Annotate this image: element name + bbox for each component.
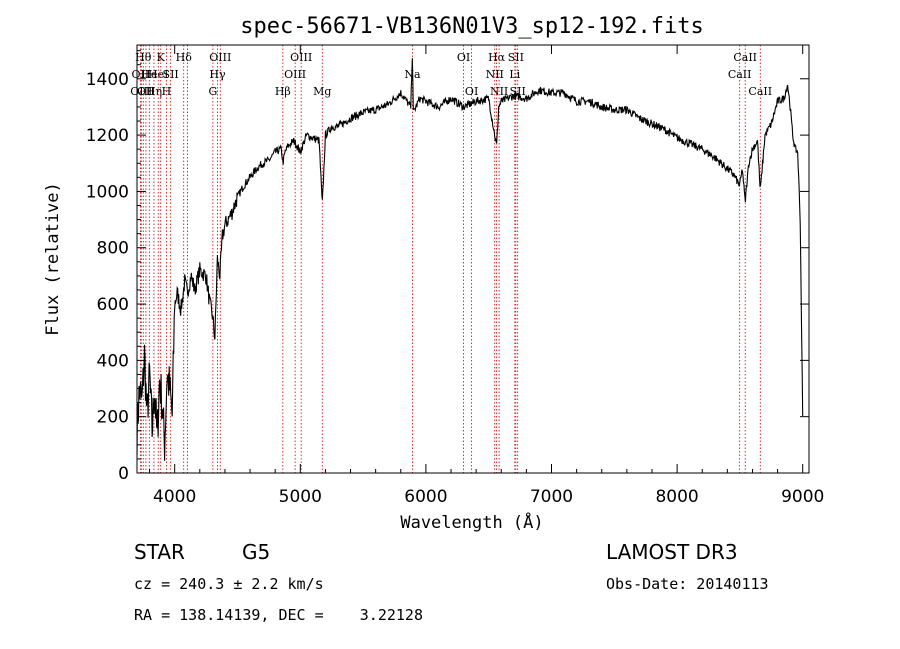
chart-title: spec-56671-VB136N01V3_sp12-192.fits (240, 14, 704, 39)
x-tick-label: 9000 (781, 487, 824, 507)
line-label: Li (509, 68, 520, 81)
x-axis-ticks: 4000 5000 6000 7000 8000 9000 (149, 45, 824, 507)
line-label: Hθ (135, 51, 152, 64)
ra-dec: RA = 138.14139, DEC = 3.22128 (134, 606, 423, 624)
line-label: OI (465, 85, 478, 98)
line-label: CaII (748, 85, 772, 98)
line-label: Hη (146, 85, 162, 98)
line-label: Hα (488, 51, 506, 64)
line-label: Hγ (209, 68, 226, 81)
y-axis-ticks: 0 200 400 600 800 1000 1200 1400 (86, 50, 809, 484)
line-label: SII (163, 68, 179, 81)
y-axis-label: Flux (relative) (43, 182, 63, 336)
y-tick-label: 600 (97, 295, 129, 315)
survey-name: LAMOST DR3 (606, 540, 738, 564)
line-label: Hβ (275, 85, 291, 98)
y-tick-label: 1400 (86, 70, 129, 90)
line-label: He (141, 68, 157, 81)
spectral-line-labels: OIIOIIIHθOIIHeHηHeIKHSIIHδGHγOIIIHβOIIIO… (130, 51, 772, 98)
observation-date: Obs-Date: 20140113 (606, 575, 769, 593)
x-tick-label: 8000 (655, 487, 698, 507)
redshift-cz: cz = 240.3 ± 2.2 km/s (134, 575, 324, 593)
object-subclass: G5 (242, 540, 270, 564)
x-tick-label: 4000 (153, 487, 196, 507)
line-label: OII (132, 68, 150, 81)
x-tick-label: 6000 (404, 487, 447, 507)
line-label: NII (490, 85, 508, 98)
y-tick-label: 800 (97, 239, 129, 259)
y-tick-label: 0 (118, 464, 129, 484)
line-label: OIII (284, 68, 306, 81)
y-tick-label: 1000 (86, 182, 129, 202)
spectral-line-markers (139, 45, 761, 473)
y-tick-label: 200 (97, 408, 129, 428)
line-label: Mg (313, 85, 331, 98)
line-label: CaII (733, 51, 757, 64)
object-class: STAR (134, 540, 185, 564)
line-label: K (157, 51, 166, 64)
spectrum-series-line (136, 58, 804, 461)
y-tick-label: 400 (97, 351, 129, 371)
x-tick-label: 5000 (279, 487, 322, 507)
line-label: OII (137, 85, 155, 98)
line-label: SII (510, 85, 526, 98)
y-tick-label: 1200 (86, 126, 129, 146)
line-label: OIII (130, 85, 152, 98)
x-tick-label: 7000 (530, 487, 573, 507)
line-label: OI (457, 51, 470, 64)
line-label: Hδ (176, 51, 193, 64)
line-label: H (162, 85, 172, 98)
plot-frame (136, 44, 810, 474)
x-axis-label: Wavelength (Å) (400, 511, 543, 533)
line-label: CaII (728, 68, 752, 81)
line-label: OIII (209, 51, 231, 64)
line-label: OIII (290, 51, 312, 64)
line-label: NII (486, 68, 504, 81)
line-label: G (208, 85, 217, 98)
line-label: SII (508, 51, 524, 64)
line-label: HeI (148, 68, 168, 81)
